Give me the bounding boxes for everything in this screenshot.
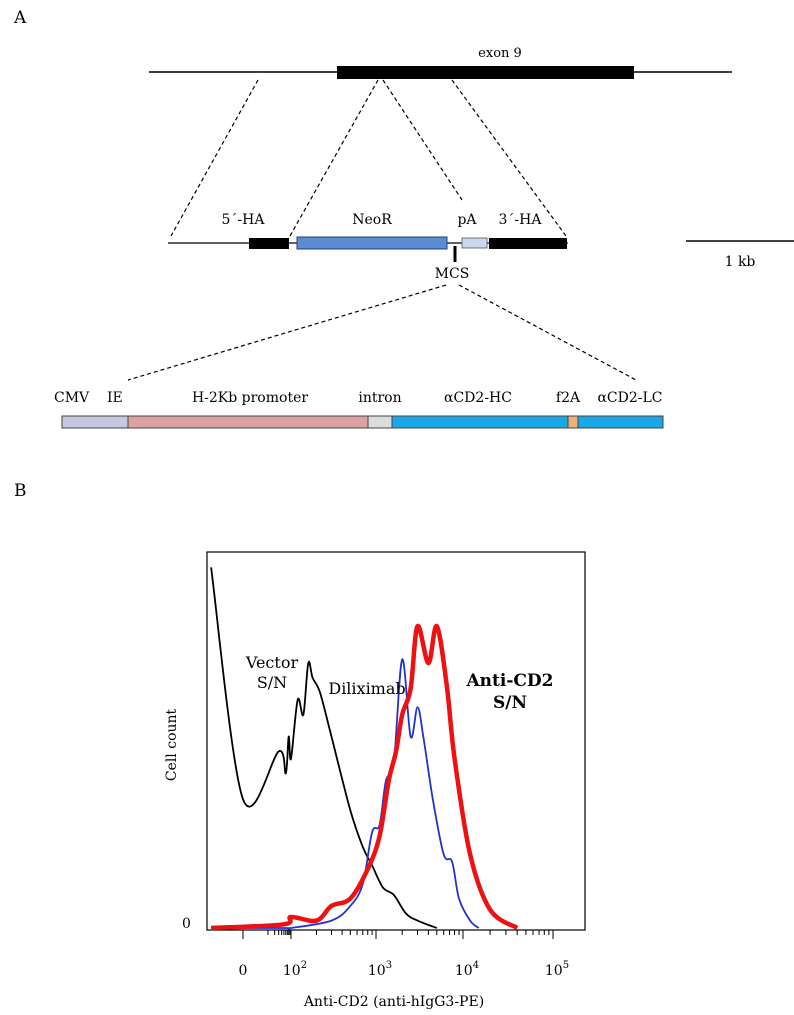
panel-a-letter: A: [13, 8, 27, 28]
plot-frame: [206, 551, 586, 931]
label-vector-line1: Vector: [245, 653, 299, 672]
pa-box: [461, 237, 488, 249]
x-tick-label-4: 105: [545, 960, 569, 979]
series-line-anticd2: [210, 623, 519, 931]
hc-segment: [391, 415, 569, 429]
x-axis-tick-labels: 0 102 103 104 105: [239, 960, 570, 979]
x-tick-label-3: 104: [455, 960, 479, 979]
series-line-diliximab: [211, 658, 480, 930]
f2a-label: f2A: [556, 390, 581, 406]
neor-label: NeoR: [352, 212, 392, 228]
exon-9-box: [337, 66, 634, 79]
label-vector-line2: S/N: [257, 673, 287, 692]
x-axis-ticks: [242, 930, 554, 939]
exon-9-label: exon 9: [478, 46, 522, 61]
label-anticd2-line1: Anti-CD2: [465, 671, 553, 691]
five-ha-box: [249, 238, 289, 249]
x-tick-label-0: 0: [239, 963, 248, 979]
ie-label: IE: [107, 390, 123, 406]
label-diliximab: Diliximab: [328, 679, 405, 698]
three-ha-box: [489, 238, 567, 249]
panel-b-letter: B: [14, 481, 27, 501]
pa-label: pA: [457, 212, 477, 228]
h2kb-promoter-segment: [127, 415, 369, 429]
x-axis-title: Anti-CD2 (anti-hIgG3-PE): [303, 994, 484, 1010]
five-ha-label: 5´-HA: [222, 212, 266, 228]
panel-a: A exon 9 5´-HA NeoR pA 3´-HA MCS 1 kb: [13, 8, 794, 429]
label-anticd2-line2: S/N: [493, 693, 527, 713]
y-zero-label: 0: [182, 916, 191, 932]
locus-connectors: [170, 79, 567, 237]
lc-label: αCD2-LC: [597, 390, 662, 406]
expression-cassette: [61, 415, 664, 429]
mcs-connectors: [127, 284, 637, 381]
f2a-segment: [567, 415, 579, 429]
cmv-label: CMV: [54, 390, 90, 406]
h2kb-label: H-2Kb promoter: [192, 390, 308, 406]
neor-box: [296, 236, 448, 250]
cmv-ie-segment: [61, 415, 129, 429]
x-tick-label-1: 102: [283, 960, 307, 979]
hc-label: αCD2-HC: [444, 390, 512, 406]
lc-segment: [577, 415, 664, 429]
series-line-vector: [210, 567, 438, 929]
y-axis-title: Cell count: [164, 708, 180, 781]
panel-b: B Cell count 0 0 102 103 104 105 Anti-CD…: [14, 481, 586, 1010]
mcs-label: MCS: [435, 266, 470, 282]
three-ha-label: 3´-HA: [499, 212, 543, 228]
scale-bar-label: 1 kb: [725, 254, 756, 270]
intron-label: intron: [358, 390, 401, 406]
intron-segment: [367, 415, 393, 429]
x-tick-label-2: 103: [368, 960, 392, 979]
